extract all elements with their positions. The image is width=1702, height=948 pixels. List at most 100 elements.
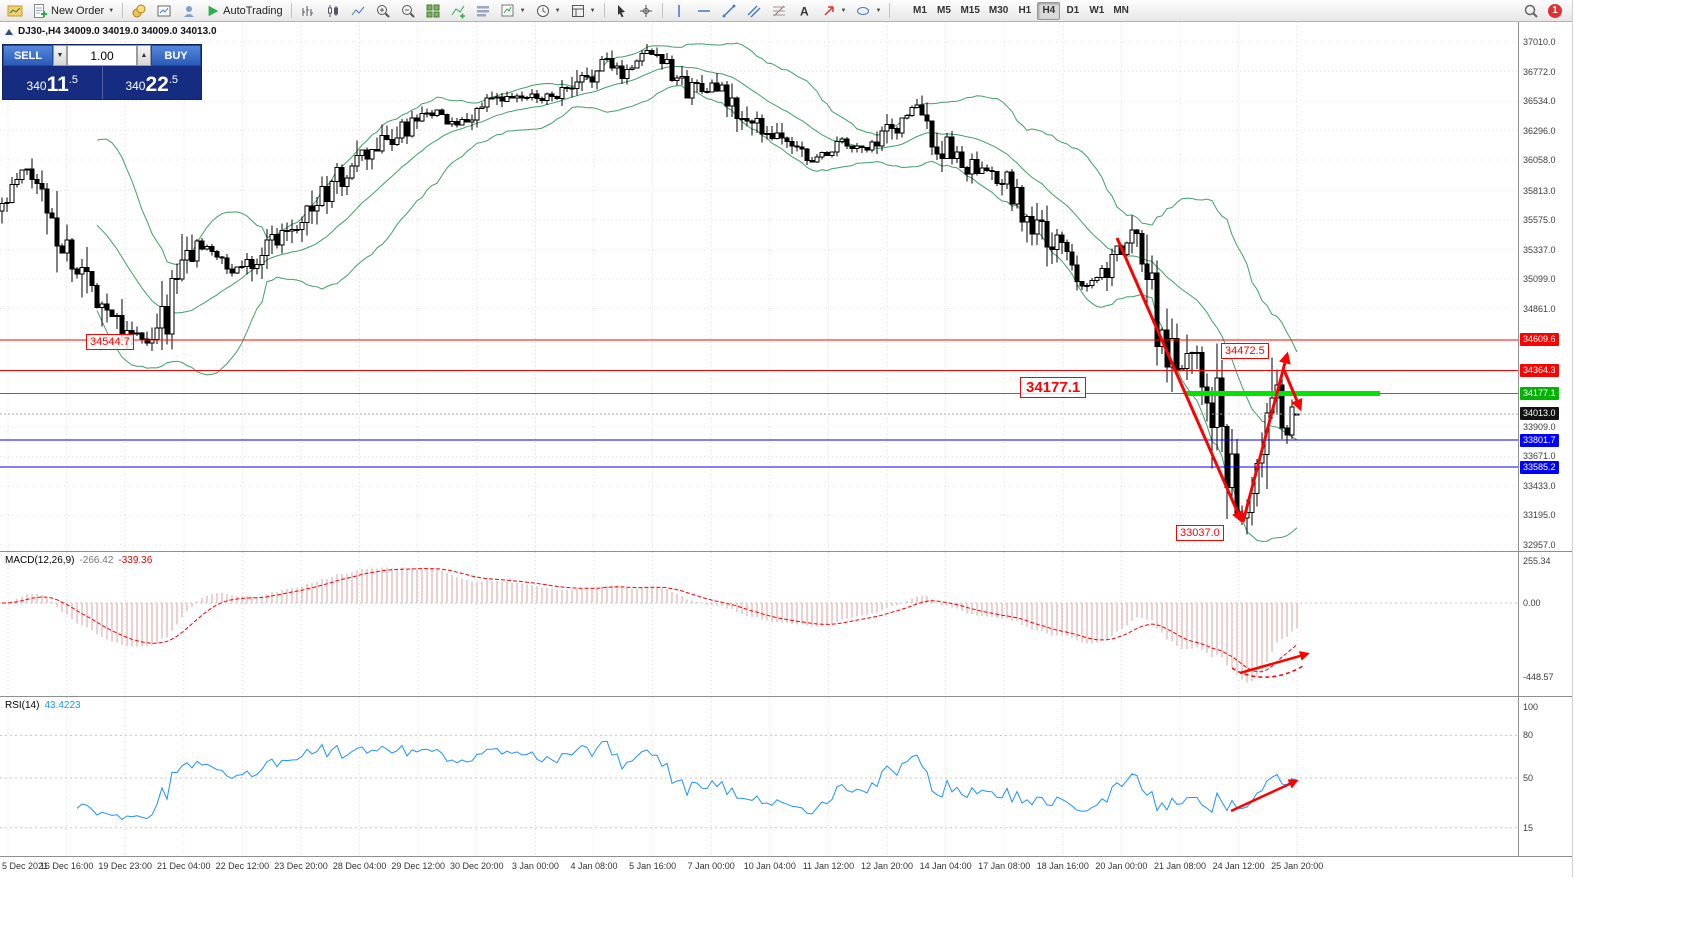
templates-icon — [571, 4, 584, 17]
app-logo-icon — [7, 5, 23, 16]
one-click-trade-panel: SELL ▼ 1.00 ▲ BUY 340 11.5 340 22.5 — [2, 44, 202, 100]
period-button[interactable]: ▼ — [531, 1, 565, 21]
volume-decrease-button[interactable]: ▼ — [53, 45, 67, 66]
price-axis: 37010.0 36772.0 36534.0 36296.0 36058.0 35813… — [1519, 22, 1572, 857]
price-annotation-label[interactable]: 34472.5 — [1221, 343, 1269, 359]
price-tick: 36296.0 — [1523, 126, 1556, 136]
buy-button[interactable]: BUY — [151, 45, 201, 66]
time-label: 22 Dec 12:00 — [215, 861, 270, 871]
macd-panel[interactable]: MACD(12,26,9) -266.42 -339.36 — [0, 552, 1572, 697]
bar-chart-button[interactable] — [296, 1, 320, 21]
vertical-line-icon — [677, 4, 680, 17]
macd-axis-tick: 255.34 — [1523, 556, 1551, 566]
text-tool-button[interactable]: A — [792, 1, 816, 21]
price-annotation-label[interactable]: 34177.1 — [1020, 377, 1087, 398]
zoom-in-button[interactable] — [371, 1, 395, 21]
sell-button[interactable]: SELL — [3, 45, 53, 66]
one-click-toggle-icon[interactable] — [5, 28, 13, 35]
buy-price[interactable]: 340 22.5 — [103, 66, 202, 99]
time-label: 28 Dec 04:00 — [332, 861, 387, 871]
zoom-out-icon — [401, 4, 415, 18]
autotrading-label: AutoTrading — [223, 4, 283, 17]
axis-separator — [1518, 22, 1519, 857]
rsi-canvas[interactable] — [0, 697, 1518, 856]
timeframe-button-m15[interactable]: M15 — [956, 2, 983, 20]
time-label: 24 Jan 12:00 — [1212, 861, 1265, 871]
time-axis: 5 Dec 2021 16 Dec 16:00 19 Dec 23:00 21 Dec… — [0, 857, 1572, 877]
indicators-button[interactable] — [446, 1, 470, 21]
profile-button[interactable] — [177, 1, 201, 21]
chart-window-button[interactable] — [152, 1, 176, 21]
rsi-label: RSI(14) 43.4223 — [5, 700, 81, 711]
search-button[interactable] — [1519, 1, 1543, 21]
rsi-panel[interactable]: RSI(14) 43.4223 — [0, 697, 1572, 857]
price-tick: 33195.0 — [1523, 510, 1556, 520]
time-label: 21 Dec 04:00 — [157, 861, 211, 871]
timeframe-button-m1[interactable]: M1 — [908, 2, 931, 20]
timeframe-button-m5[interactable]: M5 — [932, 2, 955, 20]
fibonacci-button[interactable] — [767, 1, 791, 21]
price-level-tag: 34364.3 — [1520, 364, 1559, 377]
rsi-axis-tick: 50 — [1523, 773, 1534, 783]
toolbar-separator — [290, 3, 292, 18]
chart-window-icon — [157, 5, 171, 16]
trend-arrows[interactable] — [1115, 237, 1303, 524]
macd-histogram — [6, 567, 1298, 683]
bar-chart-icon — [302, 5, 313, 16]
volume-input[interactable]: 1.00 — [67, 45, 137, 66]
sell-price[interactable]: 340 11.5 — [3, 66, 102, 99]
trendline-icon — [722, 4, 735, 17]
chart-annotations-layer: 34544.7 34472.5 34177.1 33037.0 — [0, 22, 1518, 551]
timeframe-button-h1[interactable]: H1 — [1013, 2, 1036, 20]
autotrading-button[interactable]: AutoTrading — [202, 1, 287, 21]
volume-increase-button[interactable]: ▲ — [137, 45, 151, 66]
time-label: 4 Jan 08:00 — [570, 861, 618, 871]
up-arrow-icon: ▲ — [140, 52, 148, 59]
price-tick: 37010.0 — [1523, 37, 1556, 47]
vertical-line-button[interactable] — [667, 1, 691, 21]
tile-windows-button[interactable] — [421, 1, 445, 21]
autotrading-play-icon — [208, 5, 219, 16]
macd-canvas[interactable] — [0, 552, 1518, 696]
zoom-out-button[interactable] — [396, 1, 420, 21]
chart-panel[interactable]: DJ30-,H4 34009.0 34019.0 34009.0 34013.0… — [0, 22, 1572, 552]
cursor-button[interactable] — [609, 1, 633, 21]
new-order-icon — [34, 3, 47, 18]
crosshair-icon — [639, 4, 652, 17]
line-chart-icon — [351, 6, 365, 15]
price-tick: 36058.0 — [1523, 155, 1556, 165]
line-chart-button[interactable] — [346, 1, 370, 21]
trendline-button[interactable] — [717, 1, 741, 21]
horizontal-line-button[interactable] — [692, 1, 716, 21]
timeframe-button-w1[interactable]: W1 — [1085, 2, 1108, 20]
new-chart-button[interactable]: ▼ — [496, 1, 530, 21]
market-watch-button[interactable] — [127, 1, 151, 21]
new-order-button[interactable]: New Order ▼ — [28, 1, 118, 21]
macd-value: -266.42 — [79, 555, 114, 566]
horizontal-levels[interactable] — [0, 339, 1518, 468]
candlestick-chart-button[interactable] — [321, 1, 345, 21]
arrow-tool-button[interactable]: ▼ — [817, 1, 851, 21]
time-label: 20 Jan 00:00 — [1095, 861, 1148, 871]
templates-button[interactable]: ▼ — [566, 1, 600, 21]
price-annotation-label[interactable]: 33037.0 — [1176, 525, 1224, 541]
channel-button[interactable] — [742, 1, 766, 21]
price-chart-canvas[interactable] — [0, 22, 1518, 551]
objects-list-button[interactable] — [471, 1, 495, 21]
timeframe-button-h4[interactable]: H4 — [1037, 1, 1061, 20]
timeframe-button-m30[interactable]: M30 — [985, 2, 1012, 20]
price-annotation-label[interactable]: 34544.7 — [86, 334, 134, 350]
toolbar-right-group: 1 — [1519, 1, 1569, 21]
price-level-tag: 34177.1 — [1520, 387, 1559, 400]
macd-name: MACD(12,26,9) — [5, 555, 75, 566]
notification-badge[interactable]: 1 — [1548, 3, 1562, 18]
clock-icon — [536, 4, 549, 17]
time-label: 7 Jan 00:00 — [687, 861, 735, 871]
shapes-button[interactable]: ▼ — [851, 1, 885, 21]
macd-axis-tick: 0.00 — [1523, 598, 1541, 608]
grid — [0, 22, 1518, 551]
timeframe-button-mn[interactable]: MN — [1109, 2, 1133, 20]
crosshair-button[interactable] — [634, 1, 658, 21]
timeframe-button-d1[interactable]: D1 — [1061, 2, 1084, 20]
